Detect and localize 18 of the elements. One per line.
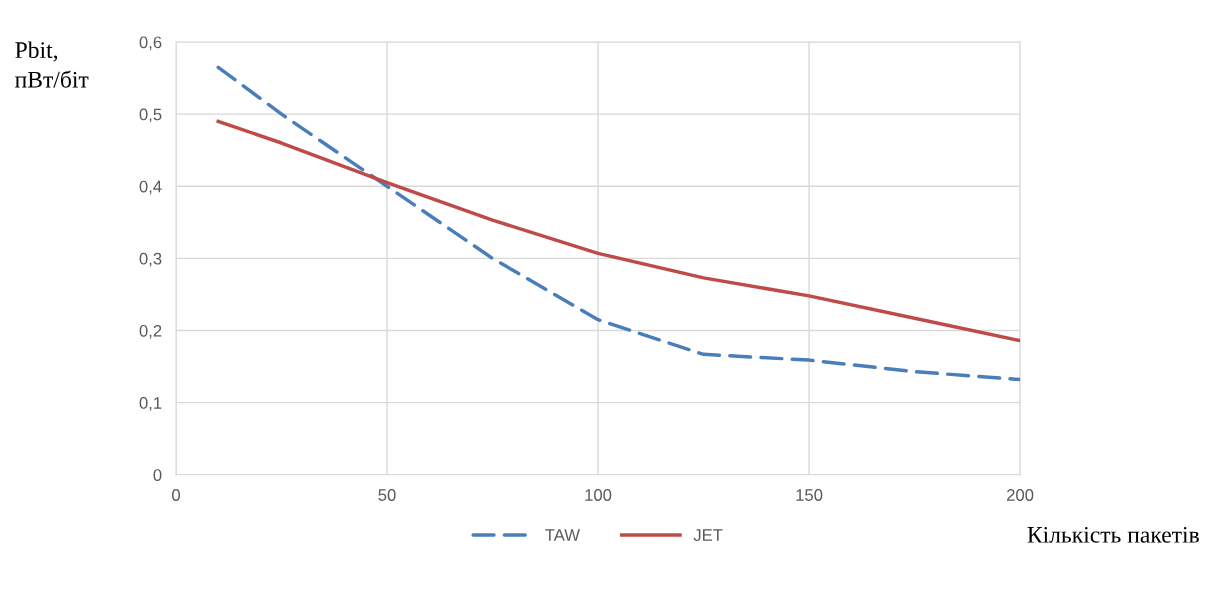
legend-label: JET (693, 529, 723, 541)
y-tick-label: 0,1 (139, 397, 162, 411)
legend-label: TAW (545, 529, 580, 541)
y-tick-label: 0,2 (139, 324, 162, 339)
y-tick-label: 0,5 (139, 108, 162, 123)
x-axis-title: Кількість пакетів (1027, 526, 1199, 543)
x-tick-label: 0 (172, 489, 180, 501)
x-tick-label: 50 (378, 489, 396, 501)
y-tick-label: 0,6 (139, 36, 162, 51)
x-tick-label: 200 (1007, 489, 1034, 501)
y-axis-title: Pbit, пВт/біт (15, 41, 89, 88)
x-tick-label: 150 (796, 489, 823, 501)
y-tick-label: 0,3 (139, 252, 162, 267)
y-tick-label: 0 (153, 469, 162, 481)
line-series (216, 119, 1021, 343)
y-tick-label: 0,4 (139, 180, 162, 195)
line-series (216, 65, 1021, 382)
x-tick-label: 100 (585, 489, 612, 501)
